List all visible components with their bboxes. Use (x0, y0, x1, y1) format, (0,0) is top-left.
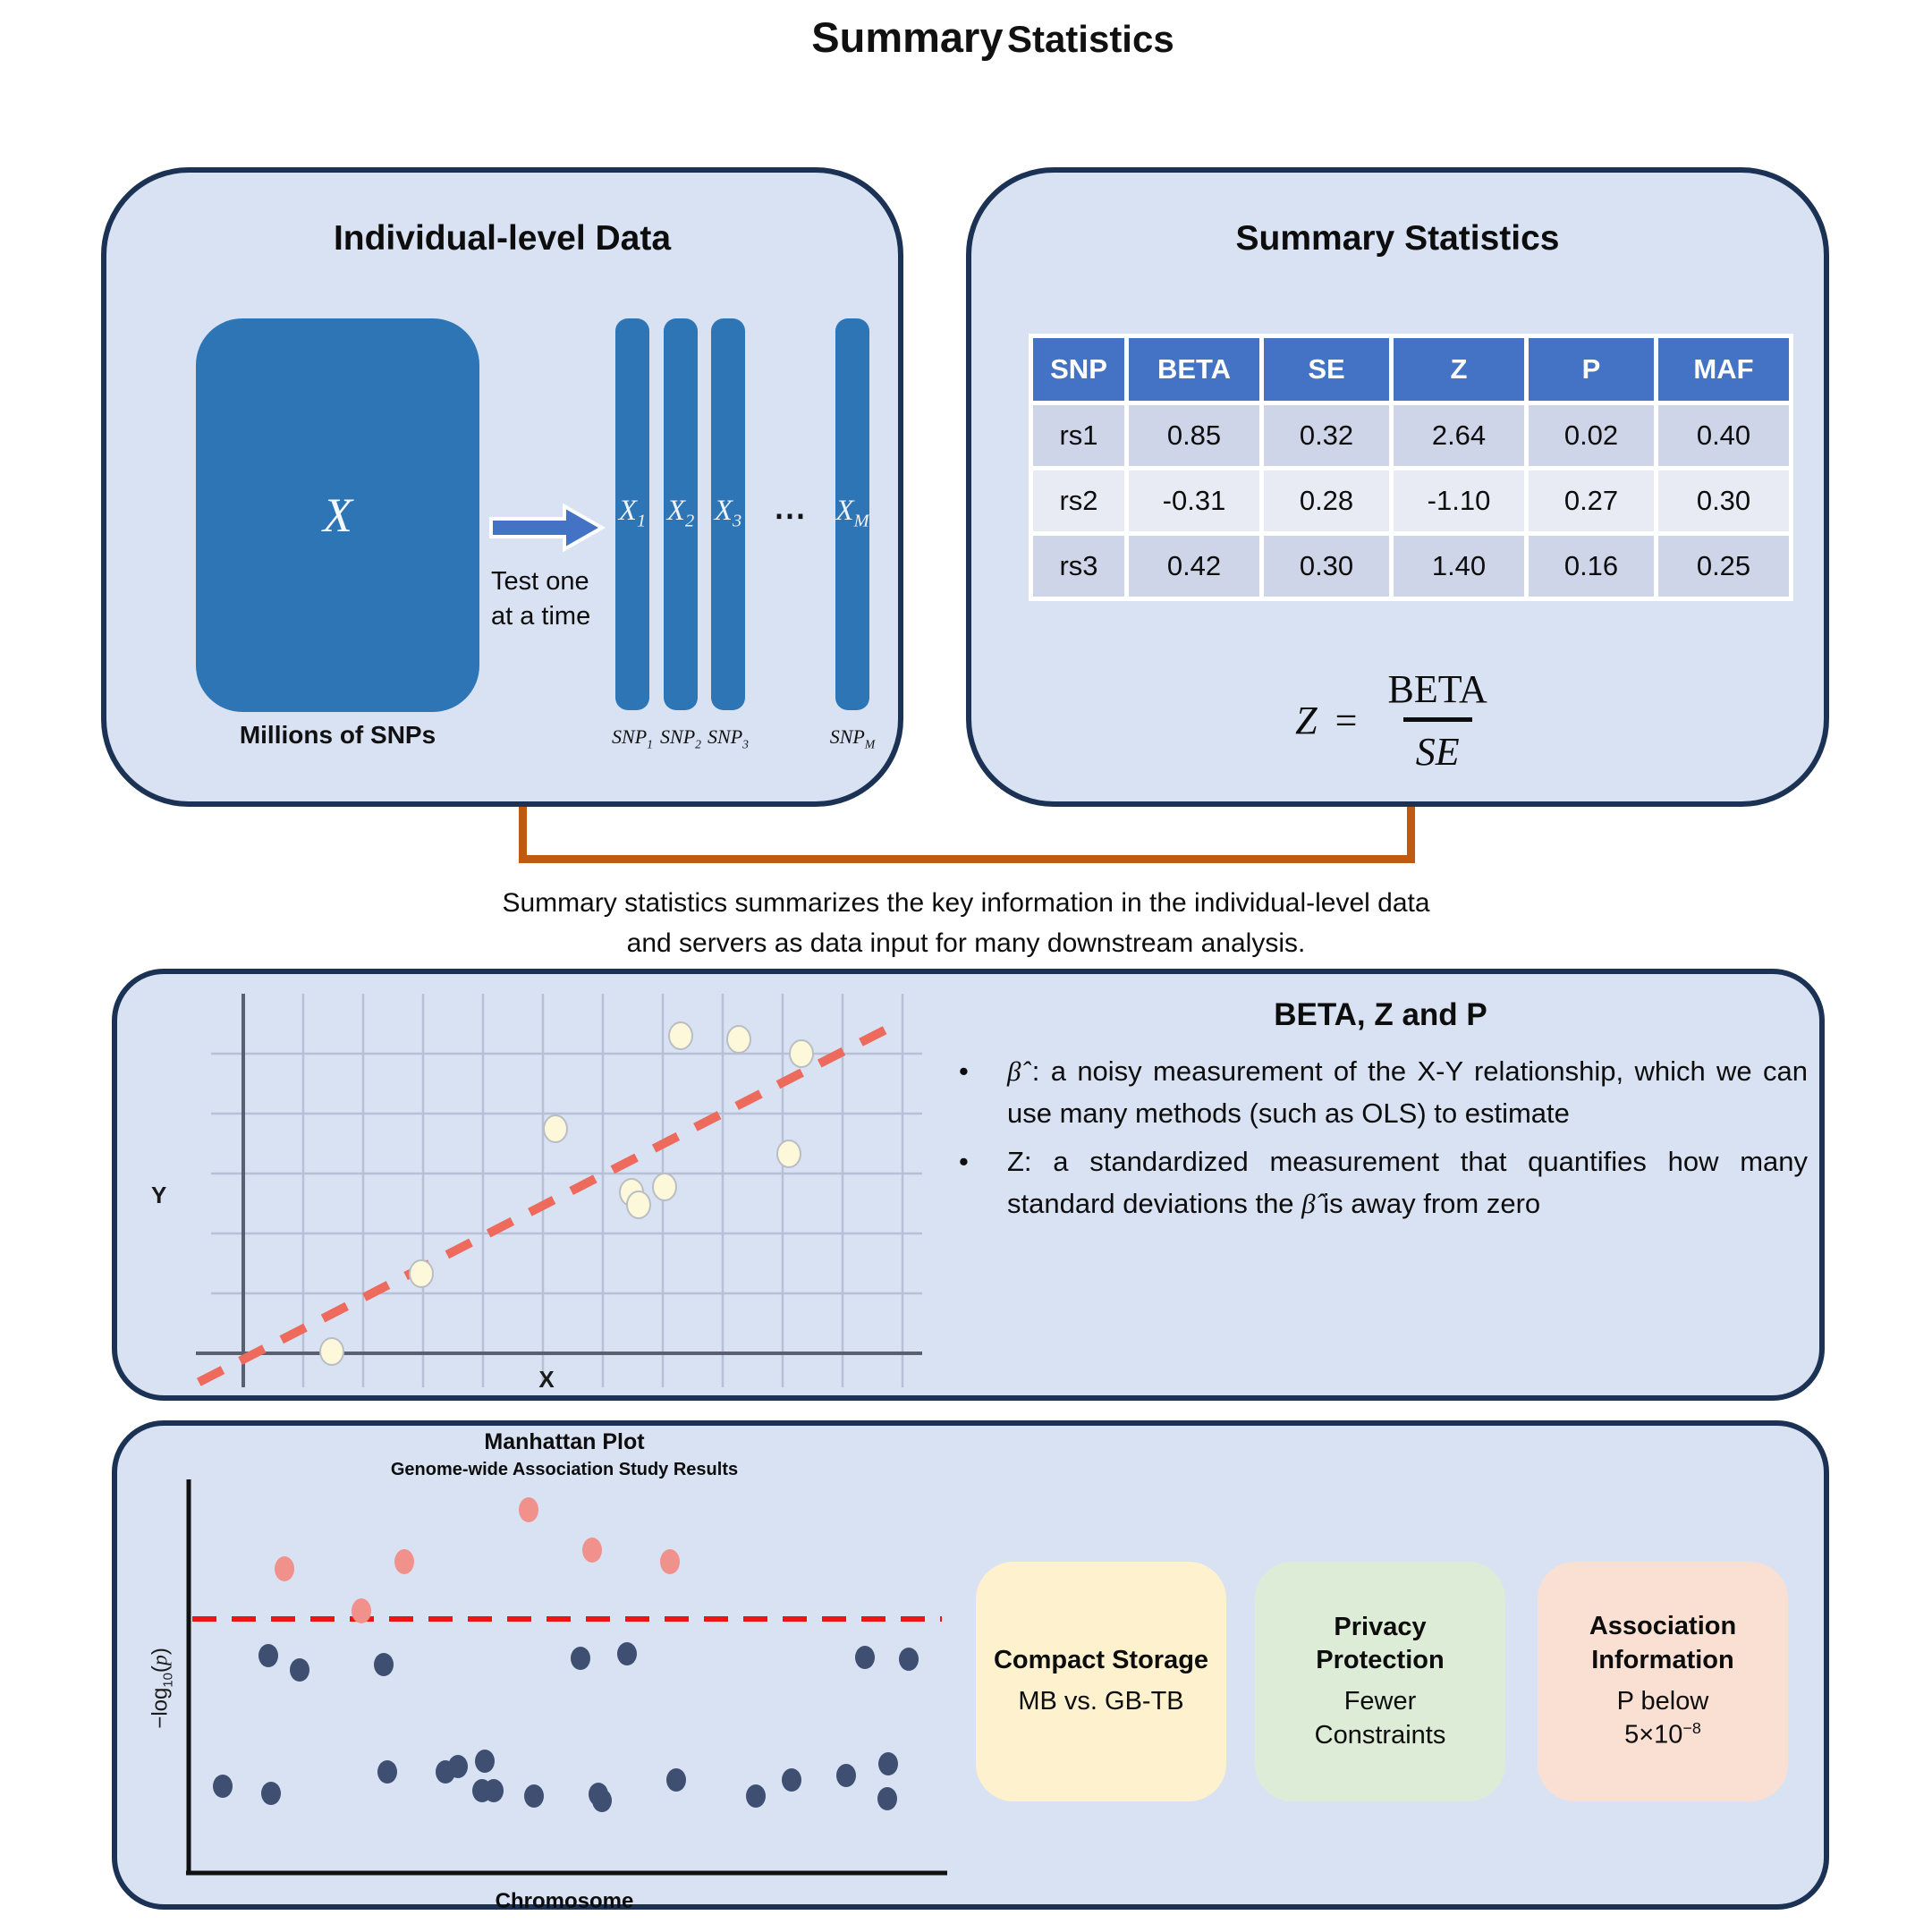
page-title: Summary Statistics (0, 13, 1932, 62)
snp-label-m: SNPM (829, 725, 876, 751)
arrow-caption: Test one at a time (491, 564, 590, 634)
card-title: Compact Storage (993, 1646, 1209, 1675)
formula-numerator: BETA (1387, 667, 1487, 711)
cell: 0.02 (1529, 405, 1654, 466)
card-body: P below 5×10−8 (1616, 1686, 1709, 1750)
cell: 0.16 (1529, 536, 1654, 597)
formula-fraction: BETA SE (1375, 666, 1499, 775)
bracket-bar (519, 855, 1415, 863)
cell: 0.85 (1129, 405, 1259, 466)
nonsignificant-points (213, 1642, 919, 1812)
beta-bullet: β̂ : a noisy measurement of the X-Y rela… (953, 1051, 1808, 1134)
scatter-xlabel: X (538, 1366, 555, 1393)
cell: 0.30 (1658, 470, 1789, 531)
col-header-p: P (1529, 338, 1654, 401)
page-title-rest: Statistics (1006, 18, 1174, 60)
table-row: rs1 0.85 0.32 2.64 0.02 0.40 (1033, 405, 1789, 466)
cell: rs3 (1033, 536, 1124, 597)
cell: 1.40 (1394, 536, 1524, 597)
snp-label-3: SNP3 (708, 725, 749, 751)
snp-column-bar-3 (711, 318, 745, 710)
manhattan-subtitle: Genome-wide Association Study Results (390, 1460, 739, 1479)
snp-column-bar-2 (664, 318, 698, 710)
snp-label-1: SNP1 (612, 725, 653, 751)
flow-arrow-icon (489, 503, 606, 553)
xy-scatter-plot (179, 994, 922, 1387)
scatter-points (319, 1021, 814, 1366)
ellipsis-dots: ⋯ (774, 496, 806, 533)
compact-storage-card: Compact Storage MB vs. GB-TB (976, 1562, 1226, 1801)
connector-text-line1: Summary statistics summarizes the key in… (502, 888, 1430, 918)
col-header-snp: SNP (1033, 338, 1124, 401)
card-body: Fewer Constraints (1314, 1687, 1446, 1750)
genotype-matrix: X (196, 318, 479, 712)
manhattan-xlabel: Chromosome (495, 1889, 634, 1913)
formula-lhs: Z (1295, 699, 1318, 742)
cell: -0.31 (1129, 470, 1259, 531)
manhattan-plot (186, 1479, 947, 1876)
cell: 0.32 (1264, 405, 1389, 466)
manhattan-ylabel: −log10(p) (148, 1648, 176, 1729)
bracket-right-leg (1407, 807, 1415, 862)
summary-panel-title: Summary Statistics (1235, 219, 1560, 258)
scatter-ylabel: Y (151, 1182, 167, 1208)
col-header-maf: MAF (1658, 338, 1789, 401)
association-information-card: Association Information P below 5×10−8 (1538, 1562, 1788, 1801)
cell: -1.10 (1394, 470, 1524, 531)
bracket-left-leg (519, 807, 527, 862)
beta-bullet: Z: a standardized measurement that quant… (953, 1141, 1808, 1224)
manhattan-title: Manhattan Plot (484, 1429, 645, 1454)
table-row: rs3 0.42 0.30 1.40 0.16 0.25 (1033, 536, 1789, 597)
formula-equals: = (1335, 699, 1358, 742)
page-title-main: Summary (811, 13, 1004, 61)
col-header-beta: BETA (1129, 338, 1259, 401)
formula-denominator: SE (1402, 717, 1472, 775)
beta-bullet-list: β̂ : a noisy measurement of the X-Y rela… (953, 1051, 1808, 1224)
snp-column-bar-m (835, 318, 869, 710)
snp-label-2: SNP2 (660, 725, 701, 751)
column-label-x1: X1 (618, 495, 647, 531)
beta-z-p-panel: Y X BETA, Z and P β̂ : a noisy measureme… (112, 969, 1825, 1401)
column-label-xm: XM (835, 495, 869, 531)
cell: 0.30 (1264, 536, 1389, 597)
scatter-grid (211, 994, 922, 1387)
table-header-row: SNP BETA SE Z P MAF (1033, 338, 1789, 401)
significant-points (275, 1497, 680, 1623)
snp-column-bar-1 (615, 318, 649, 710)
connector-text-line2: and servers as data input for many downs… (626, 928, 1306, 958)
cell: 2.64 (1394, 405, 1524, 466)
cell: 0.40 (1658, 405, 1789, 466)
summary-statistics-panel: Summary Statistics SNP BETA SE Z P MAF r… (966, 167, 1829, 807)
cell: 0.27 (1529, 470, 1654, 531)
col-header-z: Z (1394, 338, 1524, 401)
arrow-caption-line1: Test one (491, 567, 589, 596)
z-score-formula: Z = BETA SE (971, 666, 1824, 775)
matrix-x-label: X (323, 488, 352, 542)
column-label-x2: X2 (666, 495, 695, 531)
trend-line (179, 1018, 902, 1387)
col-header-se: SE (1264, 338, 1389, 401)
beta-text-column: BETA, Z and P β̂ : a noisy measurement o… (953, 997, 1808, 1232)
individual-panel-title: Individual-level Data (333, 219, 672, 258)
column-label-x3: X3 (714, 495, 742, 531)
matrix-caption: Millions of SNPs (239, 721, 436, 749)
cell: 0.25 (1658, 536, 1789, 597)
cell: 0.28 (1264, 470, 1389, 531)
cell: rs2 (1033, 470, 1124, 531)
privacy-protection-card: Privacy Protection Fewer Constraints (1255, 1562, 1505, 1801)
cell: 0.42 (1129, 536, 1259, 597)
card-title: Privacy Protection (1316, 1612, 1445, 1675)
card-body: MB vs. GB-TB (1018, 1687, 1184, 1716)
beta-heading: BETA, Z and P (1274, 997, 1487, 1032)
individual-level-data-panel: Individual-level Data X Millions of SNPs… (101, 167, 903, 807)
manhattan-panel: Manhattan Plot Genome-wide Association S… (112, 1420, 1829, 1913)
summary-statistics-table: SNP BETA SE Z P MAF rs1 0.85 0.32 2.64 0… (1029, 334, 1793, 601)
card-title: Association Information (1589, 1612, 1737, 1674)
arrow-caption-line2: at a time (491, 602, 591, 631)
cell: rs1 (1033, 405, 1124, 466)
table-row: rs2 -0.31 0.28 -1.10 0.27 0.30 (1033, 470, 1789, 531)
